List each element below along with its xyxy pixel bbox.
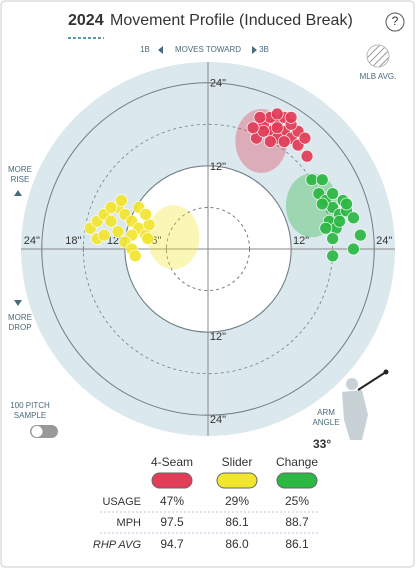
- pitcher-figure: [342, 369, 389, 440]
- pitch-dot: [141, 232, 155, 245]
- pitch-dot: [111, 225, 125, 239]
- pitch-dot: [270, 121, 284, 135]
- pitch-name: Slider: [222, 455, 253, 469]
- x-tick-label: 24": [376, 235, 392, 247]
- pitch-dot: [300, 149, 314, 163]
- mlb-avg-label: MLB AVG.: [360, 72, 397, 81]
- pitch-dot: [333, 214, 346, 228]
- pitch-dot: [115, 194, 128, 207]
- y-tick-label: 24": [210, 414, 226, 426]
- cell: 97.5: [160, 515, 184, 529]
- x-tick-label: 12": [293, 235, 309, 247]
- pitch-dot: [326, 249, 340, 263]
- row-label: USAGE: [102, 496, 141, 508]
- y-tick-label: 24": [210, 78, 226, 90]
- year: 2024: [68, 12, 104, 29]
- title: Movement Profile (Induced Break): [110, 12, 353, 29]
- pitch-dot: [354, 228, 367, 242]
- mlb-avg-swatch: [366, 44, 390, 68]
- pitch-dot: [97, 228, 111, 242]
- pitch-dot: [347, 242, 360, 256]
- pitch-dot: [315, 197, 329, 211]
- row-label: RHP AVG: [93, 539, 142, 551]
- help[interactable]: ?: [392, 14, 399, 28]
- pitch-dot: [128, 249, 142, 263]
- arm-angle-value: 33°: [313, 437, 331, 451]
- cell: 86.1: [285, 537, 309, 551]
- mlb-avg: [147, 205, 200, 270]
- pitch-dot: [253, 111, 267, 124]
- x-tick-label: 6": [151, 235, 161, 247]
- pitch-dot: [347, 211, 360, 225]
- cell: 29%: [225, 494, 249, 508]
- row-label: MPH: [117, 517, 142, 529]
- sample-label: 100 PITCH SAMPLE: [10, 401, 50, 420]
- help-icon[interactable]: [385, 12, 405, 32]
- pitch-swatch: [276, 472, 318, 489]
- cell: 86.1: [225, 515, 249, 529]
- dir-left: 1B: [140, 45, 150, 54]
- pitch-name: 4-Seam: [151, 455, 193, 469]
- pitch-dot: [319, 221, 333, 235]
- y-tick-label: 12": [210, 331, 226, 343]
- x-tick-label: 24": [24, 235, 40, 247]
- arm-angle-label: ARM ANGLE: [312, 408, 339, 427]
- pitch-dot: [104, 201, 118, 214]
- plot: 24" 18" 12" 6" 12" 24"24"12"12"24": [21, 62, 395, 436]
- pitch-swatch: [151, 472, 193, 489]
- rise-label: MORE RISE: [8, 165, 32, 184]
- cell: 47%: [160, 494, 184, 508]
- pitch-dot: [104, 214, 118, 228]
- y-tick-label: 12": [210, 161, 226, 173]
- cell: 86.0: [225, 537, 249, 551]
- pitch-swatch: [216, 472, 258, 489]
- pitch-dot: [340, 197, 353, 211]
- pitch-dot: [326, 232, 340, 245]
- pitch-dot: [298, 131, 312, 145]
- cell: 88.7: [285, 515, 309, 529]
- cell: 94.7: [160, 537, 184, 551]
- pitch-dot: [139, 208, 153, 221]
- toggle-knob[interactable]: [31, 426, 43, 437]
- pitch-dot: [277, 135, 291, 148]
- pitch-dot: [284, 111, 298, 124]
- pitch-dot: [263, 135, 277, 148]
- x-tick-label: 18": [65, 235, 81, 247]
- cell: 25%: [285, 494, 309, 508]
- dir-middle: MOVES TOWARD: [175, 45, 241, 54]
- pitch-dot: [326, 187, 340, 200]
- pitch-name: Change: [276, 455, 318, 469]
- drop-label: MORE DROP: [8, 313, 32, 332]
- dir-right: 3B: [259, 45, 269, 54]
- pitch-dot: [270, 107, 284, 121]
- pitch-dot: [315, 173, 329, 187]
- pitch-dot: [246, 121, 260, 135]
